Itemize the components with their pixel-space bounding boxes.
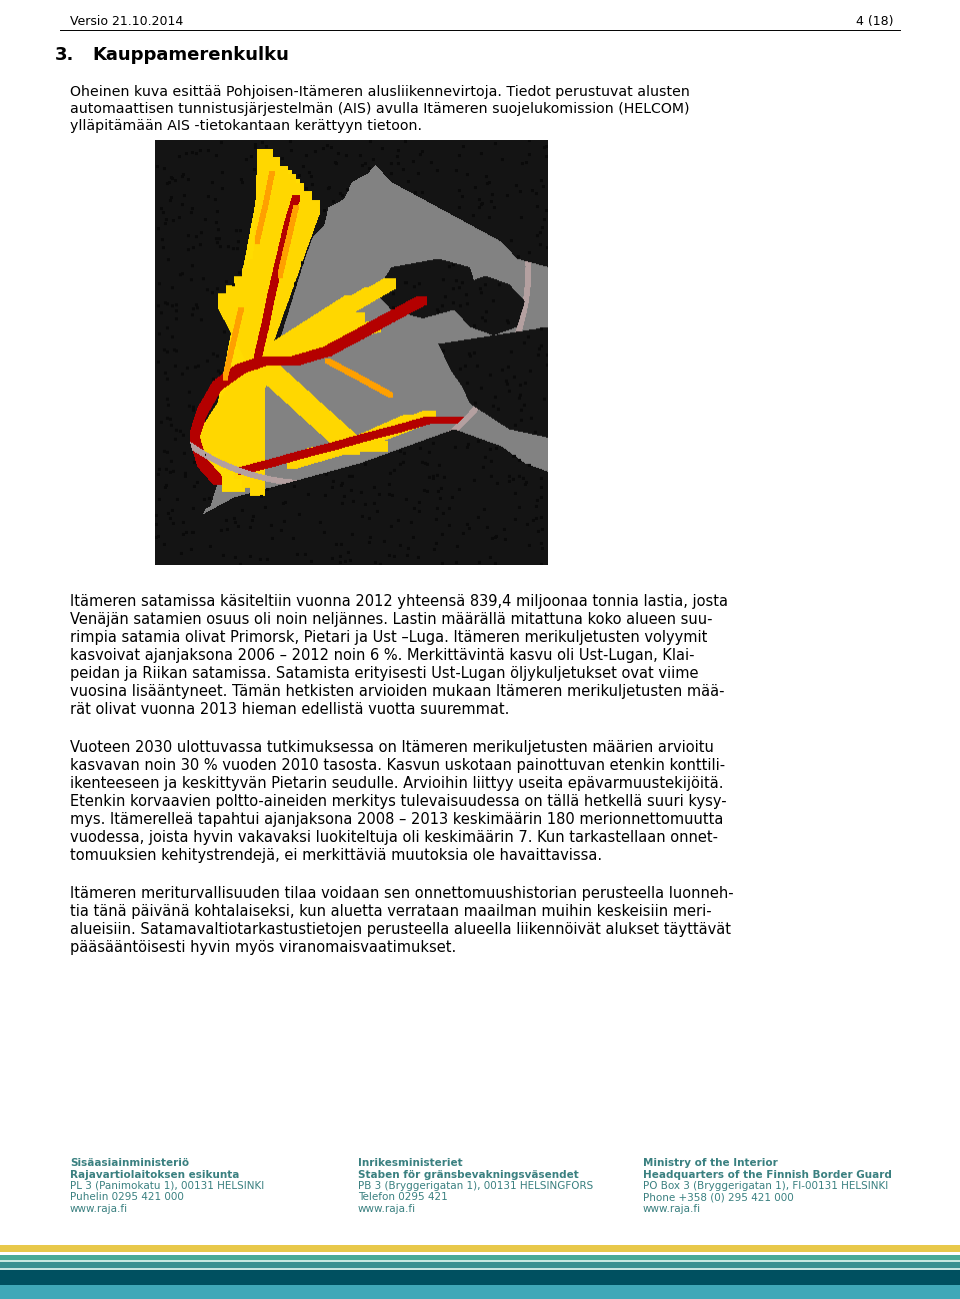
Text: Oheinen kuva esittää Pohjoisen-Itämeren alusliikennevirtoja. Tiedot perustuvat a: Oheinen kuva esittää Pohjoisen-Itämeren … [70,84,690,99]
Text: Inrikesministeriet: Inrikesministeriet [358,1157,463,1168]
Text: automaattisen tunnistusjärjestelmän (AIS) avulla Itämeren suojelukomission (HELC: automaattisen tunnistusjärjestelmän (AIS… [70,103,689,116]
Text: www.raja.fi: www.raja.fi [643,1204,701,1215]
Bar [0,1260,960,1263]
Bar [0,1255,960,1260]
Text: kasvoivat ajanjaksona 2006 – 2012 noin 6 %. Merkittävintä kasvu oli Ust-Lugan, K: kasvoivat ajanjaksona 2006 – 2012 noin 6… [70,648,694,662]
Text: tomuuksien kehitystrendejä, ei merkittäviä muutoksia ole havaittavissa.: tomuuksien kehitystrendejä, ei merkittäv… [70,848,602,863]
Text: Telefon 0295 421: Telefon 0295 421 [358,1192,447,1203]
Text: 3.: 3. [55,45,74,64]
Text: alueisiin. Satamavaltiotarkastustietojen perusteella alueella liikennöivät aluks: alueisiin. Satamavaltiotarkastustietojen… [70,922,731,937]
Text: tia tänä päivänä kohtalaiseksi, kun aluetta verrataan maailman muihin keskeisiin: tia tänä päivänä kohtalaiseksi, kun alue… [70,904,711,918]
Text: PL 3 (Panimokatu 1), 00131 HELSINKI: PL 3 (Panimokatu 1), 00131 HELSINKI [70,1181,264,1191]
Text: ylläpitämään AIS -tietokantaan kerättyyn tietoon.: ylläpitämään AIS -tietokantaan kerättyyn… [70,120,422,132]
Text: rimpia satamia olivat Primorsk, Pietari ja Ust –Luga. Itämeren merikuljetusten v: rimpia satamia olivat Primorsk, Pietari … [70,630,708,646]
Text: vuosina lisääntyneet. Tämän hetkisten arvioiden mukaan Itämeren merikuljetusten : vuosina lisääntyneet. Tämän hetkisten ar… [70,685,725,699]
Text: Phone +358 (0) 295 421 000: Phone +358 (0) 295 421 000 [643,1192,794,1203]
Bar [0,1244,960,1252]
Text: PB 3 (Bryggerigatan 1), 00131 HELSINGFORS: PB 3 (Bryggerigatan 1), 00131 HELSINGFOR… [358,1181,593,1191]
Bar [0,1252,960,1255]
Text: mys. Itämerelleä tapahtui ajanjaksona 2008 – 2013 keskimäärin 180 merionnettomuu: mys. Itämerelleä tapahtui ajanjaksona 20… [70,812,724,827]
Text: PO Box 3 (Bryggerigatan 1), FI-00131 HELSINKI: PO Box 3 (Bryggerigatan 1), FI-00131 HEL… [643,1181,888,1191]
Text: rät olivat vuonna 2013 hieman edellistä vuotta suuremmat.: rät olivat vuonna 2013 hieman edellistä … [70,701,510,717]
Text: Rajavartiolaitoksen esikunta: Rajavartiolaitoksen esikunta [70,1169,239,1179]
Bar [0,1270,960,1285]
Text: Puhelin 0295 421 000: Puhelin 0295 421 000 [70,1192,184,1203]
Text: Staben för gränsbevakningsväsendet: Staben för gränsbevakningsväsendet [358,1169,579,1179]
Text: Itämeren satamissa käsiteltiin vuonna 2012 yhteensä 839,4 miljoonaa tonnia lasti: Itämeren satamissa käsiteltiin vuonna 20… [70,594,728,609]
Text: www.raja.fi: www.raja.fi [358,1204,416,1215]
Text: Kauppamerenkulku: Kauppamerenkulku [92,45,289,64]
Text: ikenteeseen ja keskittyvän Pietarin seudulle. Arvioihin liittyy useita epävarmuu: ikenteeseen ja keskittyvän Pietarin seud… [70,776,724,791]
Text: vuodessa, joista hyvin vakavaksi luokiteltuja oli keskimäärin 7. Kun tarkastella: vuodessa, joista hyvin vakavaksi luokite… [70,830,718,846]
Text: peidan ja Riikan satamissa. Satamista erityisesti Ust-Lugan öljykuljetukset ovat: peidan ja Riikan satamissa. Satamista er… [70,666,699,681]
Text: Headquarters of the Finnish Border Guard: Headquarters of the Finnish Border Guard [643,1169,892,1179]
Text: Itämeren meriturvallisuuden tilaa voidaan sen onnettomuushistorian perusteella l: Itämeren meriturvallisuuden tilaa voidaa… [70,886,733,902]
Text: Etenkin korvaavien poltto-aineiden merkitys tulevaisuudessa on tällä hetkellä su: Etenkin korvaavien poltto-aineiden merki… [70,794,727,809]
Bar [0,1263,960,1268]
Text: Vuoteen 2030 ulottuvassa tutkimuksessa on Itämeren merikuljetusten määrien arvio: Vuoteen 2030 ulottuvassa tutkimuksessa o… [70,740,714,755]
Text: www.raja.fi: www.raja.fi [70,1204,128,1215]
Text: Ministry of the Interior: Ministry of the Interior [643,1157,778,1168]
Text: 4 (18): 4 (18) [855,16,893,29]
Text: Venäjän satamien osuus oli noin neljännes. Lastin määrällä mitattuna koko alueen: Venäjän satamien osuus oli noin neljänne… [70,612,712,627]
Text: pääsääntöisesti hyvin myös viranomaisvaatimukset.: pääsääntöisesti hyvin myös viranomaisvaa… [70,940,456,955]
Text: Versio 21.10.2014: Versio 21.10.2014 [70,16,183,29]
Bar [0,1285,960,1299]
Bar [0,1268,960,1270]
Text: kasvavan noin 30 % vuoden 2010 tasosta. Kasvun uskotaan painottuvan etenkin kont: kasvavan noin 30 % vuoden 2010 tasosta. … [70,759,725,773]
Text: Sisäasiainministeriö: Sisäasiainministeriö [70,1157,189,1168]
